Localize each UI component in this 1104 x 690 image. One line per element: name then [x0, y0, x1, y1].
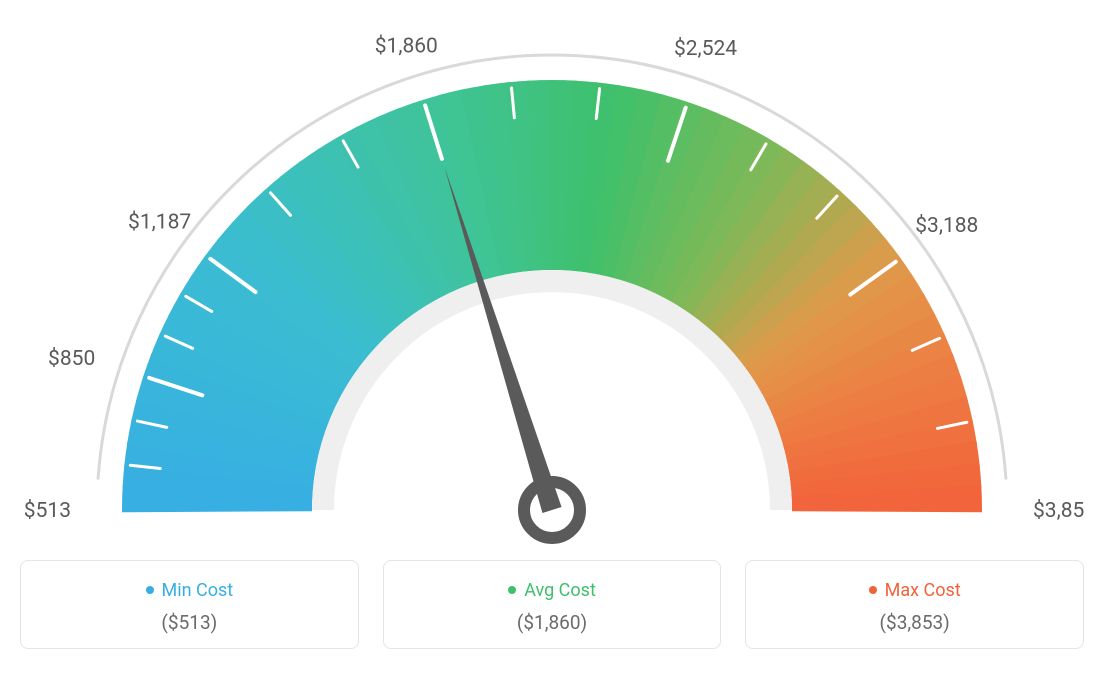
legend-label-avg: Avg Cost [524, 580, 596, 601]
dot-max [869, 586, 877, 594]
legend-row: Min Cost ($513) Avg Cost ($1,860) Max Co… [20, 560, 1084, 649]
legend-card-max: Max Cost ($3,853) [745, 560, 1084, 649]
svg-text:$513: $513 [24, 499, 71, 523]
svg-text:$1,860: $1,860 [375, 34, 438, 58]
legend-label-max: Max Cost [885, 580, 961, 601]
svg-text:$850: $850 [48, 347, 95, 371]
legend-value-avg: ($1,860) [384, 611, 721, 634]
dot-min [146, 586, 154, 594]
cost-gauge-chart: $513 $850 $1,187 $1,860 $2,524 $3,188 $3,853 [20, 20, 1084, 550]
svg-text:$1,187: $1,187 [128, 211, 191, 235]
legend-title-avg: Avg Cost [508, 580, 596, 601]
legend-label-min: Min Cost [162, 580, 234, 601]
legend-card-min: Min Cost ($513) [20, 560, 359, 649]
svg-text:$2,524: $2,524 [674, 37, 737, 61]
legend-value-max: ($3,853) [746, 611, 1083, 634]
svg-text:$3,188: $3,188 [915, 214, 978, 238]
legend-value-min: ($513) [21, 611, 358, 634]
legend-title-min: Min Cost [146, 580, 234, 601]
svg-text:$3,853: $3,853 [1033, 499, 1084, 523]
legend-card-avg: Avg Cost ($1,860) [383, 560, 722, 649]
gauge-svg: $513 $850 $1,187 $1,860 $2,524 $3,188 $3,853 [20, 20, 1084, 550]
legend-title-max: Max Cost [869, 580, 961, 601]
dot-avg [508, 586, 516, 594]
